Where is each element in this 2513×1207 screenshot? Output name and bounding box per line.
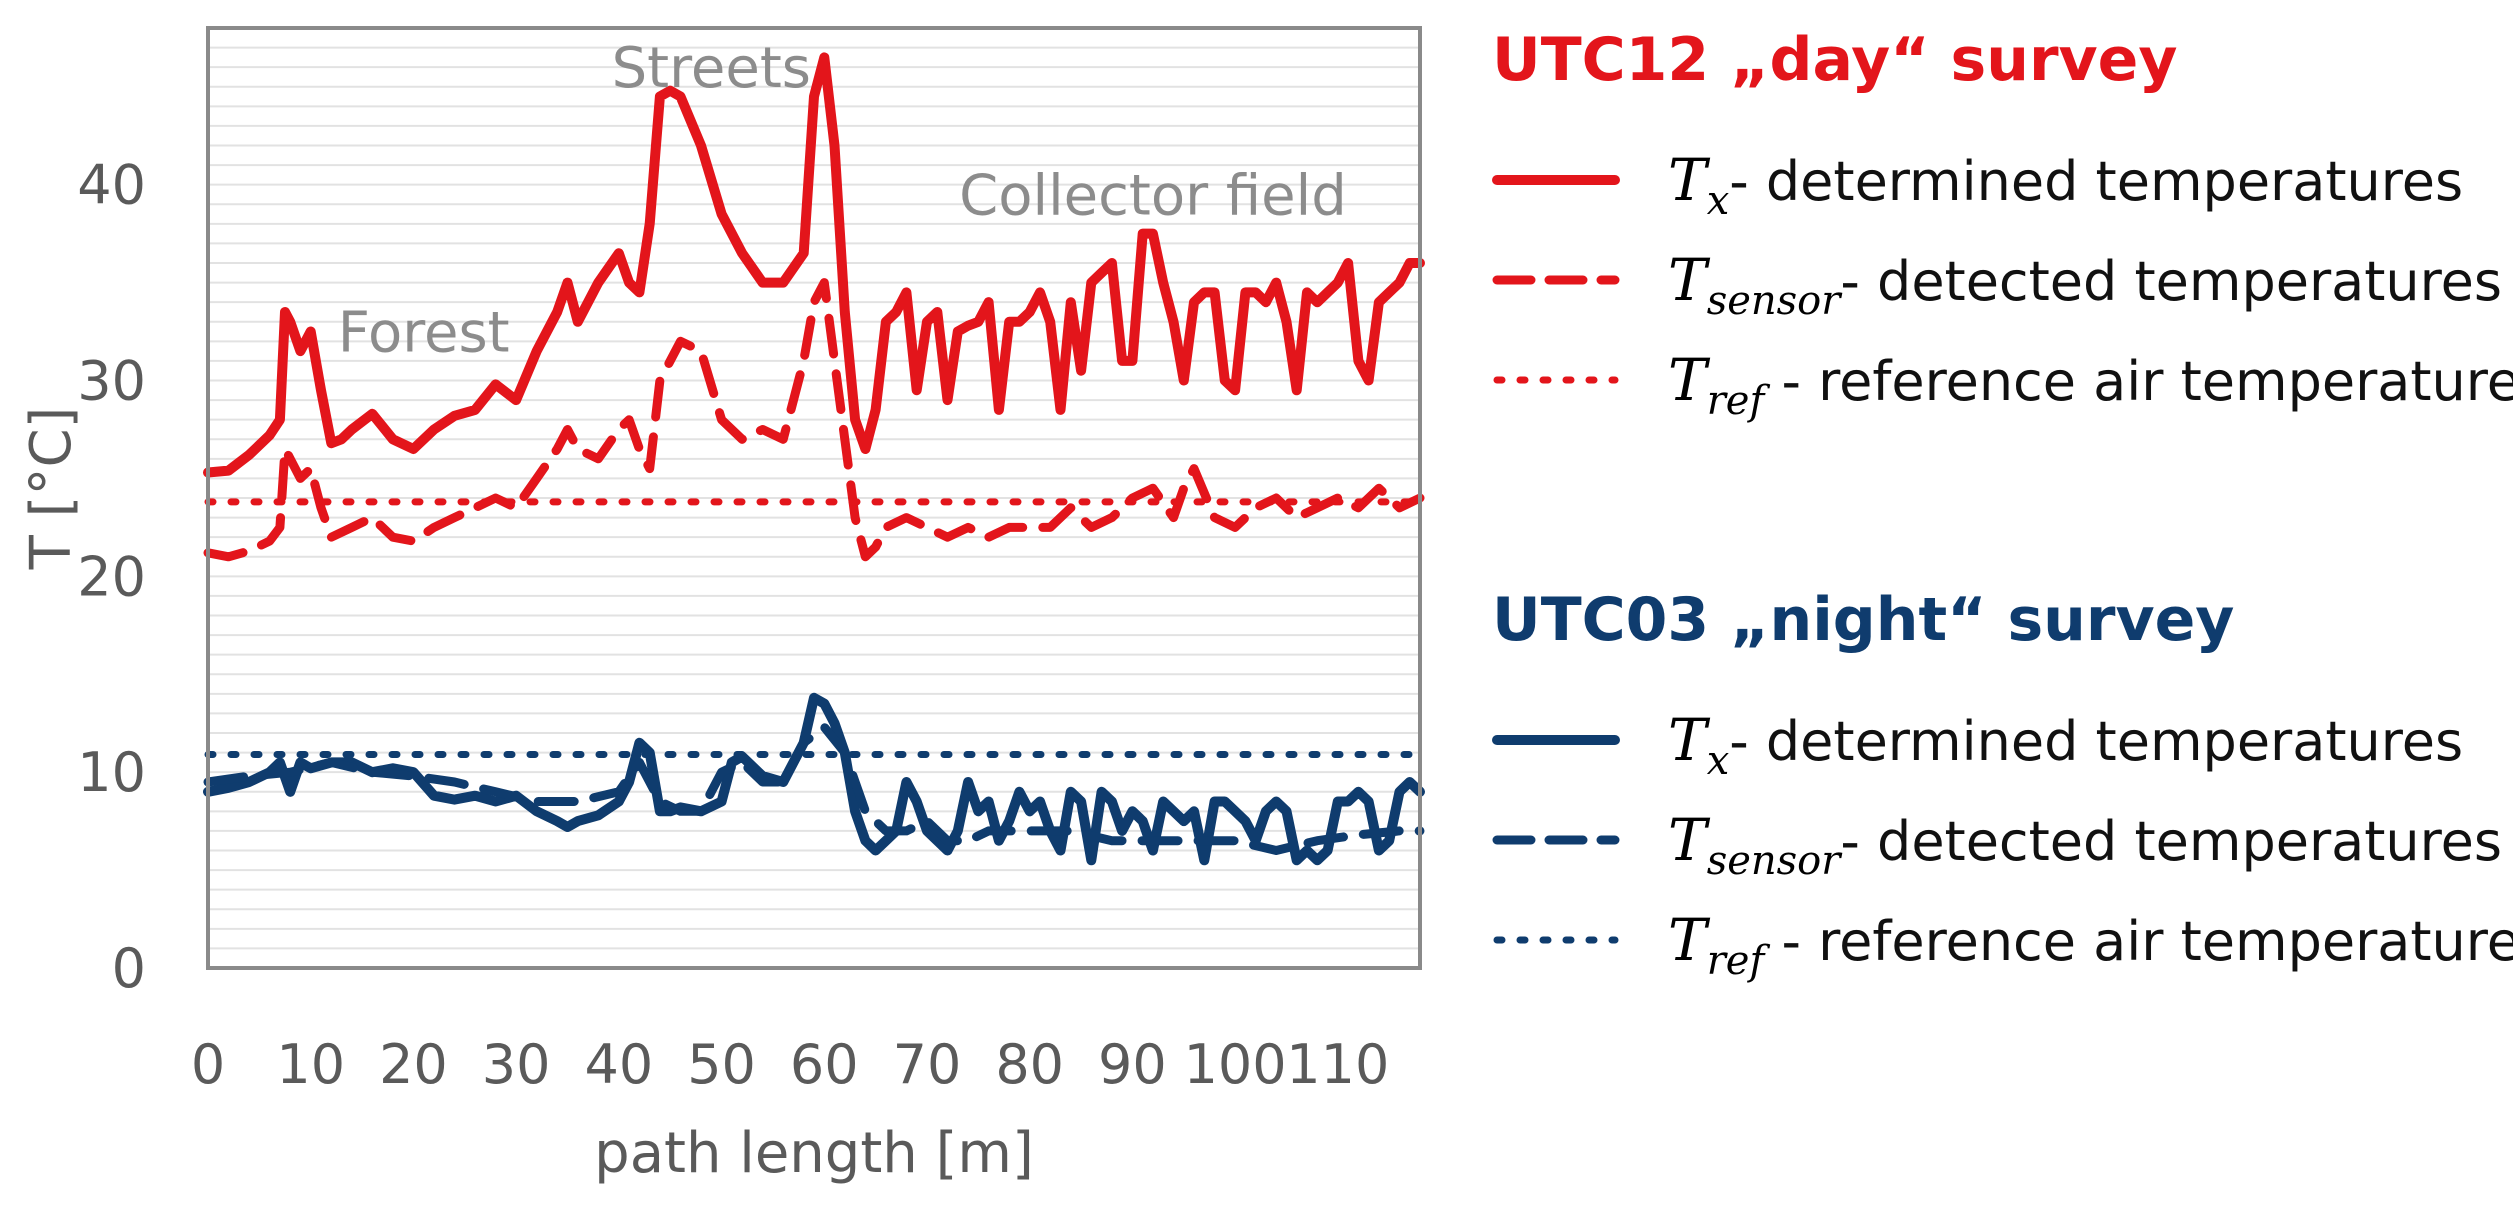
x-tick-label: 90	[1098, 1033, 1167, 1096]
region-label: Forest	[338, 301, 510, 366]
legend-label: Tref - reference air temperature	[1668, 346, 2513, 424]
legend-label: Tx- determined temperatures	[1668, 706, 2463, 784]
x-tick-label: 110	[1286, 1033, 1389, 1096]
series-layer	[203, 52, 1425, 866]
region-annotations: Forest Streets Collector field	[338, 36, 1347, 365]
axis-ticks: 0 10 20 30 40 0 10 20 30 40 50 60 70 80 90 100 110	[77, 154, 1389, 1096]
legend-label: Tref - reference air temperature	[1668, 906, 2513, 984]
y-axis-label: T [°C]	[19, 407, 84, 571]
y-tick-label: 10	[77, 741, 146, 804]
x-tick-label: 30	[482, 1033, 551, 1096]
plot-frame	[206, 26, 1422, 970]
legend-label: Tsensor- detected temperatures	[1668, 246, 2502, 324]
legend-group-title: UTC12 „day“ survey	[1492, 25, 2177, 95]
y-tick-label: 30	[77, 350, 146, 413]
x-tick-label: 20	[379, 1033, 448, 1096]
region-label: Streets	[612, 36, 811, 101]
legend: UTC12 „day“ survey Tx- determined tempera…	[1492, 25, 2513, 984]
x-tick-label: 80	[995, 1033, 1064, 1096]
series-night-solid	[203, 692, 1425, 866]
legend-group-title: UTC03 „night“ survey	[1492, 585, 2234, 655]
region-label: Collector field	[959, 163, 1347, 228]
series-night-dashed	[203, 722, 1425, 855]
x-tick-label: 40	[584, 1033, 653, 1096]
x-tick-label: 60	[790, 1033, 859, 1096]
x-tick-label: 0	[191, 1033, 225, 1096]
x-tick-label: 100	[1184, 1033, 1287, 1096]
y-tick-label: 20	[77, 545, 146, 608]
x-tick-label: 50	[687, 1033, 756, 1096]
x-tick-label: 70	[893, 1033, 962, 1096]
legend-label: Tx- determined temperatures	[1668, 146, 2463, 224]
x-tick-label: 10	[276, 1033, 345, 1096]
y-tick-label: 0	[112, 937, 146, 1000]
y-tick-label: 40	[77, 154, 146, 217]
series-day-dashed	[203, 278, 1425, 562]
series-day-solid	[203, 52, 1425, 478]
grid-lines	[208, 27, 1420, 969]
legend-label: Tsensor- detected temperatures	[1668, 806, 2502, 884]
x-axis-label: path length [m]	[594, 1121, 1034, 1186]
